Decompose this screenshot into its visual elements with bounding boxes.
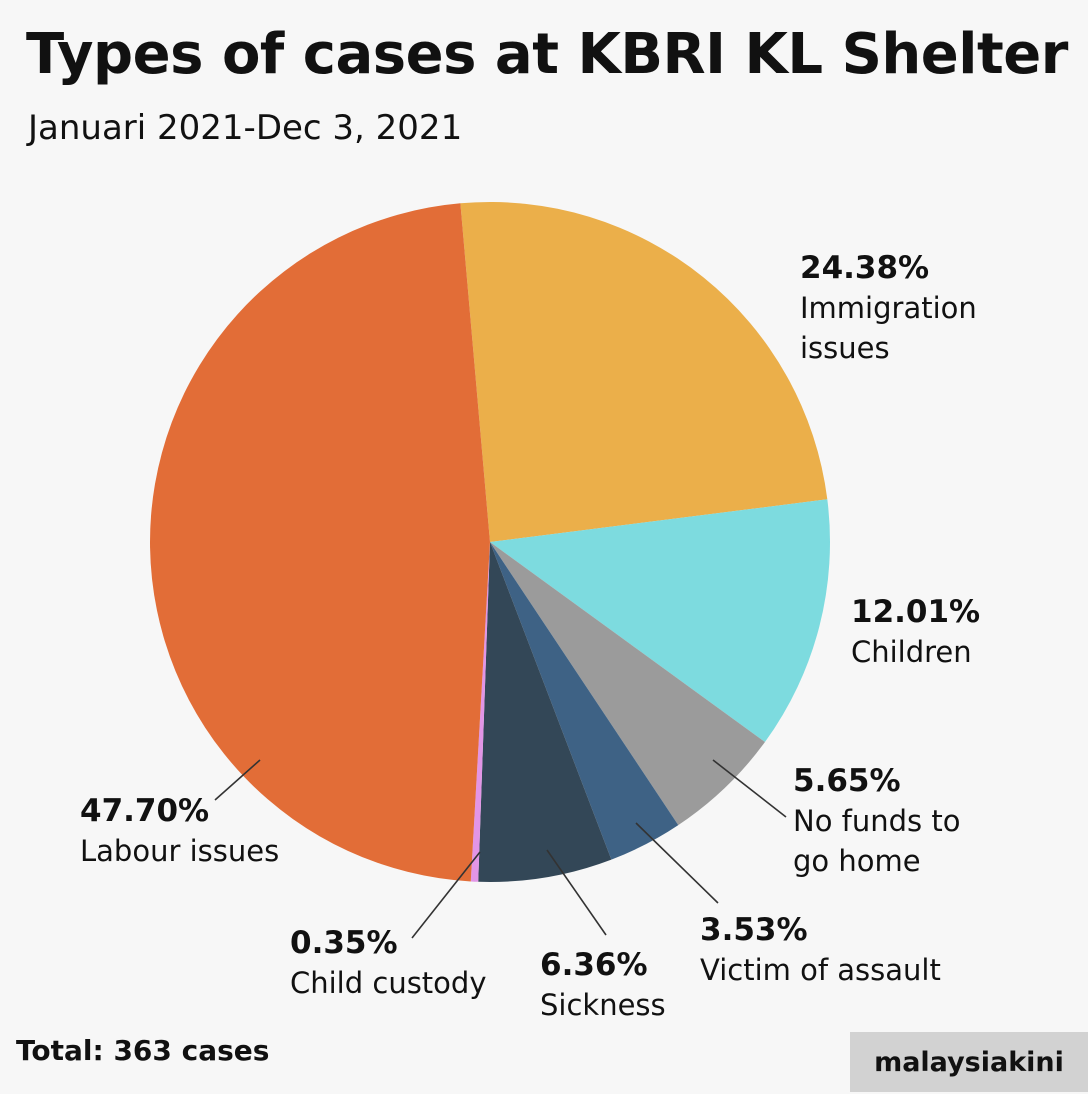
pie-slice-victim-of-assault xyxy=(490,542,679,860)
pie-slice-children xyxy=(490,499,831,742)
pie-slice-labour-issues xyxy=(150,203,490,882)
pie-slice-no-funds-to-go-home xyxy=(490,542,765,826)
slice-value-label: 0.35% xyxy=(290,925,398,961)
slice-value-label: 3.53% xyxy=(700,912,808,948)
leader-line xyxy=(411,851,481,939)
pie-slices xyxy=(150,201,831,883)
total-cases: Total: 363 cases xyxy=(16,1034,270,1067)
slice-value-label: 47.70% xyxy=(80,793,209,829)
leader-line xyxy=(214,759,261,801)
slice-labels: 24.38% Immigration issues 12.01% Children 5.6… xyxy=(80,250,980,1022)
pie-slice-child-custody xyxy=(470,542,490,882)
chart-subtitle: Januari 2021-Dec 3, 2021 xyxy=(28,108,463,148)
slice-value-label: 24.38% xyxy=(800,250,929,286)
slice-category-label: Children xyxy=(851,635,972,669)
leader-lines xyxy=(214,759,787,939)
slice-category-label: Child custody xyxy=(290,966,487,1000)
pie-slice-sickness xyxy=(478,542,612,883)
slice-value-label: 5.65% xyxy=(793,763,901,799)
leader-line xyxy=(635,822,719,904)
leader-line xyxy=(546,849,607,936)
slice-category-label: go home xyxy=(793,844,921,878)
slice-category-label: Victim of assault xyxy=(700,953,941,987)
slice-category-label: Sickness xyxy=(540,988,666,1022)
slice-category-label: Immigration xyxy=(800,291,977,325)
chart-title: Types of cases at KBRI KL Shelter xyxy=(26,22,1068,87)
brand-logo: malaysiakini xyxy=(850,1032,1088,1092)
slice-category-label: Labour issues xyxy=(80,834,279,868)
leader-line xyxy=(712,759,787,818)
slice-value-label: 12.01% xyxy=(851,594,980,630)
slice-category-label: issues xyxy=(800,331,890,365)
slice-category-label: No funds to xyxy=(793,804,960,838)
pie-slice-immigration-issues xyxy=(460,201,828,542)
slice-value-label: 6.36% xyxy=(540,947,648,983)
